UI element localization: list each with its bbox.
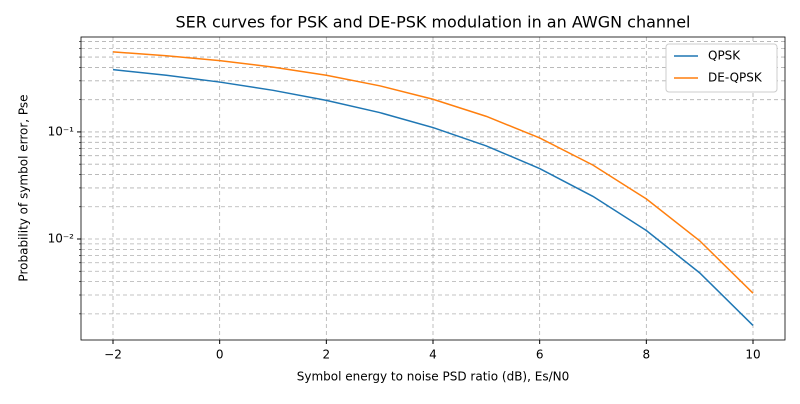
- y-axis-label: Probability of symbol error, Pse: [17, 94, 31, 281]
- chart-title: SER curves for PSK and DE-PSK modulation…: [176, 13, 691, 32]
- series-line: [112, 51, 754, 294]
- y-tick-label: 10⁻²: [48, 232, 75, 246]
- x-tick-label: 8: [643, 348, 651, 362]
- y-tick-label: 10⁻¹: [48, 124, 75, 138]
- series-line: [112, 68, 754, 326]
- legend-label: QPSK: [708, 49, 741, 63]
- plot-frame: [80, 36, 786, 341]
- x-tick-label: −2: [104, 348, 122, 362]
- x-tick-label: 2: [323, 348, 331, 362]
- x-tick-label: 6: [536, 348, 544, 362]
- legend-label: DE-QPSK: [708, 71, 763, 85]
- x-tick-label: 4: [429, 348, 437, 362]
- x-tick-label: 0: [216, 348, 224, 362]
- x-tick-label: 10: [745, 348, 760, 362]
- x-axis-label: Symbol energy to noise PSD ratio (dB), E…: [297, 370, 569, 384]
